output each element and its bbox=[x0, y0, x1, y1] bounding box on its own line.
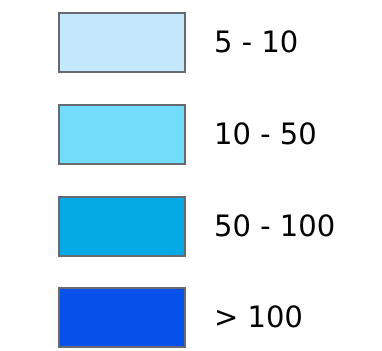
legend-swatch bbox=[58, 104, 186, 165]
legend-swatch bbox=[58, 196, 186, 257]
legend-label: 5 - 10 bbox=[214, 25, 299, 59]
legend-item-10-50: 10 - 50 bbox=[58, 104, 378, 168]
legend-item-over-100: > 100 bbox=[58, 287, 378, 351]
legend-swatch bbox=[58, 287, 186, 348]
legend-swatch bbox=[58, 12, 186, 73]
legend-item-5-10: 5 - 10 bbox=[58, 12, 378, 76]
legend-label: 10 - 50 bbox=[214, 117, 317, 151]
legend-label: 50 - 100 bbox=[214, 209, 336, 243]
legend-label: > 100 bbox=[214, 300, 303, 334]
legend-item-50-100: 50 - 100 bbox=[58, 196, 378, 260]
